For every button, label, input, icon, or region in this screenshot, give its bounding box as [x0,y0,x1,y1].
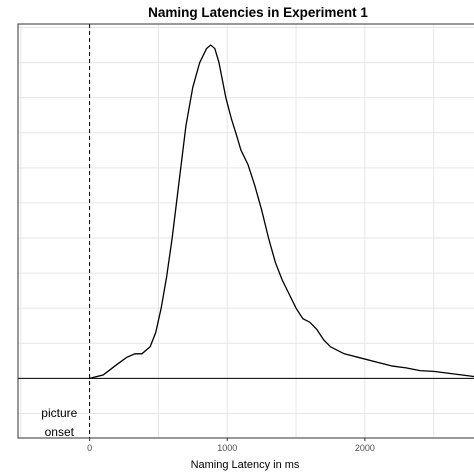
x-tick-label: 1000 [217,443,237,453]
annotation-line: picture [41,406,77,420]
annotation-line: onset [45,425,75,439]
plot-panel-border [17,23,474,439]
x-axis-ticks: 0 1000 2000 [87,438,375,453]
gridlines [18,24,474,438]
density-curve [89,44,474,379]
picture-onset-annotation: picture onset [41,406,77,439]
chart-title: Naming Latencies in Experiment 1 [148,5,368,20]
x-tick-label: 2000 [355,443,375,453]
x-axis-title: Naming Latency in ms [191,459,300,471]
x-tick-label: 0 [87,443,92,453]
